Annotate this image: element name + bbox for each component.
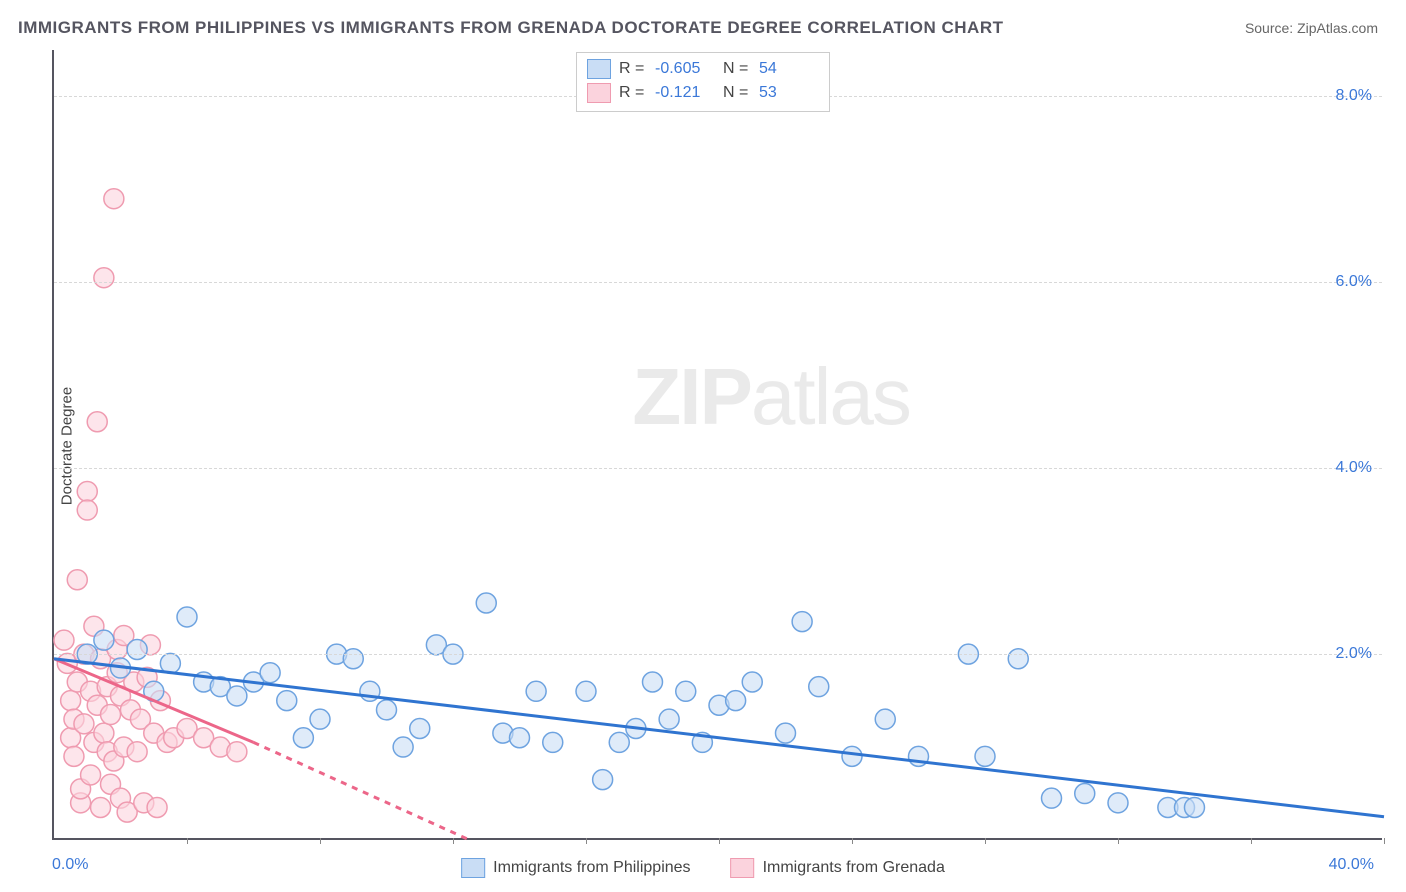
data-point (593, 770, 613, 790)
data-point (87, 412, 107, 432)
data-point (81, 765, 101, 785)
data-point (77, 500, 97, 520)
y-tick-label: 8.0% (1336, 87, 1372, 105)
data-point (91, 797, 111, 817)
legend-label: Immigrants from Grenada (763, 859, 945, 877)
data-point (875, 709, 895, 729)
legend-swatch (731, 858, 755, 878)
data-point (310, 709, 330, 729)
data-point (293, 728, 313, 748)
x-tick-mark (320, 838, 321, 844)
data-point (842, 746, 862, 766)
data-point (177, 607, 197, 627)
data-point (526, 681, 546, 701)
data-point (393, 737, 413, 757)
legend-item: Immigrants from Philippines (461, 858, 690, 878)
trend-line (54, 659, 1384, 817)
data-point (74, 714, 94, 734)
data-point (809, 677, 829, 697)
data-point (227, 686, 247, 706)
data-point (277, 691, 297, 711)
gridline (54, 468, 1382, 469)
legend-label: Immigrants from Philippines (493, 859, 690, 877)
plot-area: ZIPatlas 2.0%4.0%6.0%8.0% (52, 50, 1382, 840)
data-point (94, 268, 114, 288)
data-point (659, 709, 679, 729)
x-tick-mark (1118, 838, 1119, 844)
data-point (676, 681, 696, 701)
data-point (227, 742, 247, 762)
x-tick-mark (719, 838, 720, 844)
x-tick-mark (187, 838, 188, 844)
legend-n-label: N = (723, 57, 751, 81)
data-point (776, 723, 796, 743)
legend-swatch (587, 59, 611, 79)
data-point (77, 481, 97, 501)
x-tick-mark (852, 838, 853, 844)
legend-n-label: N = (723, 81, 751, 105)
source-label: Source: ZipAtlas.com (1245, 20, 1378, 36)
x-tick-mark (453, 838, 454, 844)
series-legend: Immigrants from Philippines Immigrants fr… (461, 858, 945, 878)
legend-row: R = -0.605 N = 54 (587, 57, 819, 81)
y-tick-label: 4.0% (1336, 459, 1372, 477)
data-point (1184, 797, 1204, 817)
legend-row: R = -0.121 N = 53 (587, 81, 819, 105)
legend-swatch (587, 83, 611, 103)
data-point (1108, 793, 1128, 813)
legend-r-label: R = (619, 81, 647, 105)
data-point (510, 728, 530, 748)
data-point (61, 691, 81, 711)
x-tick-mark (1251, 838, 1252, 844)
data-point (54, 630, 74, 650)
legend-n-value: 54 (759, 57, 819, 81)
data-point (101, 705, 121, 725)
legend-r-value: -0.121 (655, 81, 715, 105)
chart-title: IMMIGRANTS FROM PHILIPPINES VS IMMIGRANT… (18, 18, 1004, 38)
gridline (54, 282, 1382, 283)
trend-line (254, 742, 470, 840)
y-tick-label: 2.0% (1336, 645, 1372, 663)
data-point (1008, 649, 1028, 669)
data-point (609, 732, 629, 752)
data-point (127, 639, 147, 659)
x-tick-mark (586, 838, 587, 844)
x-axis-min-label: 0.0% (52, 856, 88, 874)
data-point (476, 593, 496, 613)
data-point (104, 189, 124, 209)
x-axis-max-label: 40.0% (1329, 856, 1374, 874)
data-point (576, 681, 596, 701)
x-tick-mark (1384, 838, 1385, 844)
data-point (64, 746, 84, 766)
data-point (343, 649, 363, 669)
data-point (1042, 788, 1062, 808)
data-point (377, 700, 397, 720)
data-point (543, 732, 563, 752)
legend-r-label: R = (619, 57, 647, 81)
data-point (643, 672, 663, 692)
data-point (726, 691, 746, 711)
legend-n-value: 53 (759, 81, 819, 105)
legend-swatch (461, 858, 485, 878)
chart-svg (54, 50, 1382, 838)
data-point (94, 723, 114, 743)
data-point (975, 746, 995, 766)
data-point (147, 797, 167, 817)
legend-r-value: -0.605 (655, 57, 715, 81)
data-point (67, 570, 87, 590)
gridline (54, 654, 1382, 655)
data-point (410, 718, 430, 738)
data-point (1075, 784, 1095, 804)
y-tick-label: 6.0% (1336, 273, 1372, 291)
data-point (94, 630, 114, 650)
data-point (127, 742, 147, 762)
x-tick-mark (985, 838, 986, 844)
correlation-legend: R = -0.605 N = 54 R = -0.121 N = 53 (576, 52, 830, 112)
data-point (260, 663, 280, 683)
data-point (742, 672, 762, 692)
legend-item: Immigrants from Grenada (731, 858, 945, 878)
data-point (792, 612, 812, 632)
